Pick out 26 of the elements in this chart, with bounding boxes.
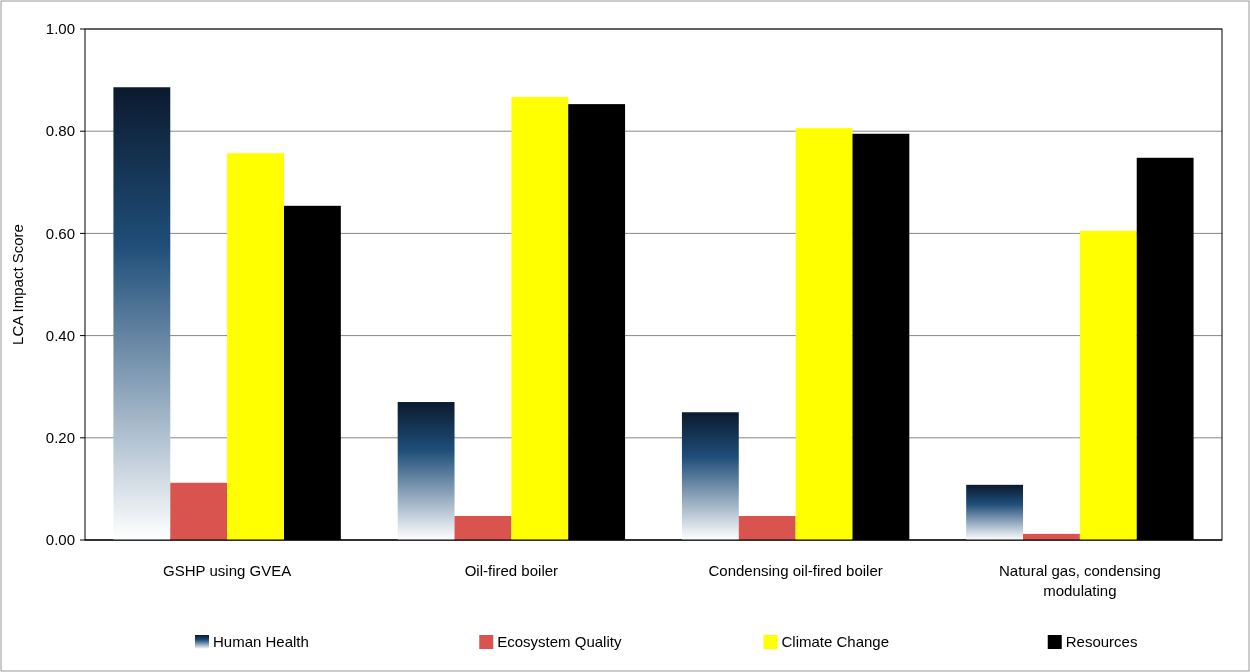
bar <box>966 484 1024 540</box>
x-tick-label: GSHP using GVEA <box>163 562 292 579</box>
bar <box>681 412 739 540</box>
bar <box>227 153 284 540</box>
x-tick-label: Natural gas, condensing modulating <box>998 562 1161 599</box>
x-tick-label: Oil-fired boiler <box>464 562 559 579</box>
bar <box>1079 230 1137 540</box>
y-axis-title: LCA Impact Score <box>9 224 26 345</box>
y-tick-label: 0.40 <box>45 326 75 344</box>
bar <box>795 128 853 540</box>
bar <box>170 482 228 540</box>
y-tick-label: 0.60 <box>45 224 75 242</box>
bar <box>113 87 171 540</box>
x-tick-label: Condensing oil-fired boiler <box>708 562 883 579</box>
legend-label: Human Health <box>213 633 309 651</box>
y-tick-label: 0.80 <box>45 122 75 140</box>
y-tick-label: 1.00 <box>45 20 75 38</box>
bar <box>454 515 512 540</box>
legend-label: Resources <box>1065 633 1138 651</box>
bar <box>397 402 455 540</box>
legend-label: Climate Change <box>781 633 890 651</box>
bar <box>511 96 569 540</box>
y-tick-label: 0.00 <box>45 531 75 549</box>
y-tick-label: 0.20 <box>45 429 75 447</box>
legend-label: Ecosystem Quality <box>497 633 622 651</box>
bar <box>738 515 796 540</box>
